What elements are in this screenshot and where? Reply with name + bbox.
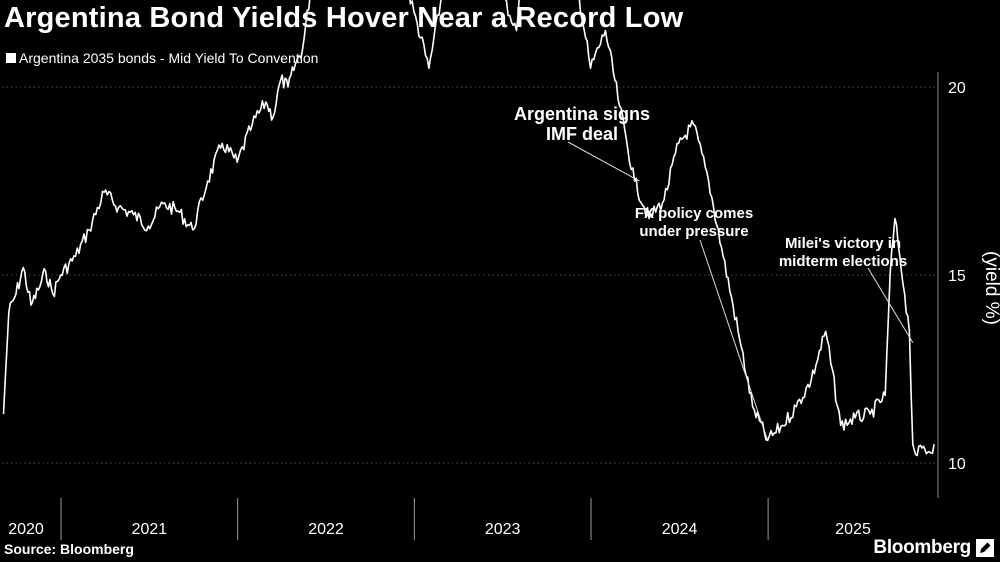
annotation-label: under pressure: [639, 223, 748, 240]
brand-name: Bloomberg: [873, 537, 971, 558]
y-tick-label: 15: [948, 268, 966, 285]
x-tick-label: 2025: [835, 521, 871, 538]
y-tick-label: 20: [948, 80, 966, 97]
annotation-label: FX policy comes: [635, 205, 753, 222]
brand-logo: Bloomberg: [873, 537, 994, 559]
y-tick-label: 10: [948, 456, 966, 473]
annotation-label: IMF deal: [546, 124, 618, 144]
axes: 1015202530(yield %)202020212022202320242…: [8, 72, 1000, 540]
x-tick-label: 2023: [485, 521, 521, 538]
annotation-leader: [567, 141, 640, 182]
legend-label: Argentina 2035 bonds - Mid Yield To Conv…: [19, 50, 319, 66]
x-tick-label: 2022: [308, 521, 344, 538]
x-tick-label: 2020: [8, 521, 44, 538]
legend-swatch: [6, 53, 16, 63]
series-layer: [2, 0, 935, 457]
annotation-leader: [699, 239, 769, 441]
pencil-icon: [976, 539, 994, 557]
x-tick-label: 2024: [662, 521, 698, 538]
annotation-label: Argentina signs: [514, 104, 650, 124]
legend: Argentina 2035 bonds - Mid Yield To Conv…: [6, 50, 318, 66]
chart-title: Argentina Bond Yields Hover Near a Recor…: [4, 2, 684, 34]
source-note: Source: Bloomberg: [4, 541, 134, 557]
annotation-leader: [867, 267, 914, 343]
y-axis-title: (yield %): [981, 251, 1000, 325]
x-tick-label: 2021: [132, 521, 168, 538]
annotation-label: Milei's victory in: [785, 235, 901, 252]
grid-lines: [2, 86, 938, 464]
series-line-mid-yield: [2, 0, 935, 457]
annotation-label: midterm elections: [779, 253, 907, 270]
